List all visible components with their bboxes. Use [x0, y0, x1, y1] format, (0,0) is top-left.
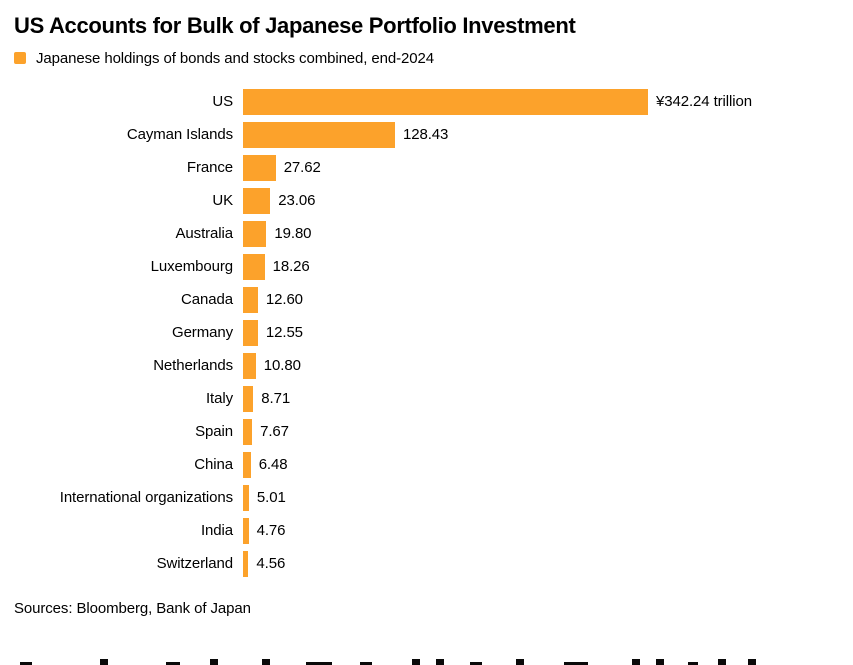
value-label: ¥342.24 trillion: [656, 93, 752, 110]
value-label: 8.71: [261, 390, 291, 407]
bar: [243, 451, 251, 478]
category-label: Switzerland: [156, 555, 234, 572]
chart-title: US Accounts for Bulk of Japanese Portfol…: [14, 13, 576, 38]
category-label: Canada: [181, 291, 233, 308]
category-label: Cayman Islands: [126, 126, 233, 143]
category-label: Germany: [172, 324, 233, 341]
bar-row: Switzerland 4.56: [14, 547, 853, 580]
category-label: Australia: [175, 225, 234, 242]
value-label: 6.48: [258, 456, 288, 473]
bar-row: Cayman Islands 128.43: [14, 118, 853, 151]
bar: [243, 352, 256, 379]
category-label: France: [186, 159, 233, 176]
bar-row: UK 23.06: [14, 184, 853, 217]
sources-note: Sources: Bloomberg, Bank of Japan: [14, 600, 251, 617]
bar: [243, 187, 271, 214]
bar-row: Germany 12.55: [14, 316, 853, 349]
value-label: 5.01: [256, 489, 286, 506]
bar-row: Netherlands 10.80: [14, 349, 853, 382]
value-label: 10.80: [263, 357, 301, 374]
bar-row: Canada 12.60: [14, 283, 853, 316]
category-label: China: [194, 456, 233, 473]
category-label: Netherlands: [153, 357, 233, 374]
category-label: Luxembourg: [150, 258, 233, 275]
value-label: 27.62: [283, 159, 321, 176]
legend: Japanese holdings of bonds and stocks co…: [0, 49, 853, 67]
legend-label: Japanese holdings of bonds and stocks co…: [36, 49, 435, 67]
bar-row: Spain 7.67: [14, 415, 853, 448]
category-label: India: [200, 522, 233, 539]
bar-row: International organizations 5.01: [14, 481, 853, 514]
value-label: 4.76: [256, 522, 286, 539]
bar-rows: US ¥342.24 trillion Cayman Islands 128.43 Fr…: [0, 85, 853, 580]
bar: [243, 121, 395, 148]
bar: [243, 88, 648, 115]
bar: [243, 418, 253, 445]
value-label: 19.80: [274, 225, 312, 242]
value-label: 7.67: [260, 423, 289, 440]
bar-row: US ¥342.24 trillion: [14, 85, 853, 118]
bar-row: Italy 8.71: [14, 382, 853, 415]
bar-row: Australia 19.80: [14, 217, 853, 250]
bar-row: India 4.76: [14, 514, 853, 547]
bar: [243, 385, 254, 412]
bar: [243, 253, 265, 280]
category-label: Italy: [205, 390, 233, 407]
value-label: 23.06: [278, 192, 316, 209]
category-label: US: [212, 93, 233, 110]
value-label: 12.55: [265, 324, 303, 341]
value-label: 128.43: [403, 126, 449, 143]
bar: [243, 319, 258, 346]
value-label: 18.26: [272, 258, 310, 275]
value-label: 4.56: [256, 555, 286, 572]
bar-row: France 27.62: [14, 151, 853, 184]
value-label: 12.60: [265, 291, 303, 308]
bar: [243, 484, 249, 511]
legend-swatch-icon: [14, 52, 26, 64]
bar: [243, 517, 249, 544]
bar: [243, 154, 276, 181]
bar: [243, 220, 267, 247]
category-label: Spain: [195, 423, 233, 440]
category-label: UK: [212, 192, 233, 209]
category-label: International organizations: [59, 489, 233, 506]
clipped-text-fragment: [20, 658, 760, 665]
bar: [243, 550, 249, 577]
bar-row: Luxembourg 18.26: [14, 250, 853, 283]
bar: [243, 286, 258, 313]
bar-row: China 6.48: [14, 448, 853, 481]
